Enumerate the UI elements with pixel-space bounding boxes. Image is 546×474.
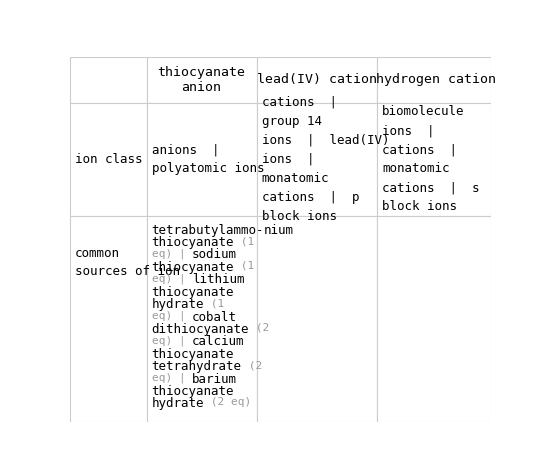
Text: thiocyanate: thiocyanate — [152, 261, 234, 274]
Bar — [377, 57, 491, 102]
Text: lithium: lithium — [192, 273, 245, 286]
Text: eq) |: eq) | — [152, 248, 192, 259]
Bar — [146, 216, 257, 422]
Text: thiocyanate: thiocyanate — [152, 286, 234, 299]
Text: (2: (2 — [249, 323, 269, 333]
Text: nium: nium — [264, 224, 294, 237]
Text: hydrogen cation: hydrogen cation — [376, 73, 496, 86]
Text: cations  |
group 14
ions  |  lead(IV)
ions  |
monatomic
cations  |  p
block ions: cations | group 14 ions | lead(IV) ions … — [262, 96, 389, 223]
Text: lead(IV) cation: lead(IV) cation — [257, 73, 377, 86]
Bar — [377, 216, 491, 422]
Bar — [70, 102, 146, 216]
Text: (2: (2 — [242, 360, 262, 370]
Text: thiocyanate: thiocyanate — [152, 236, 234, 249]
Text: sodium: sodium — [192, 248, 237, 262]
Text: calcium: calcium — [192, 336, 245, 348]
Text: (1: (1 — [234, 261, 254, 271]
Text: eq) |: eq) | — [152, 273, 192, 284]
Text: cobalt: cobalt — [192, 310, 237, 324]
Text: dithiocyanate: dithiocyanate — [152, 323, 249, 336]
Text: ion class: ion class — [75, 153, 142, 165]
Text: (1: (1 — [204, 298, 224, 308]
Text: barium: barium — [192, 373, 237, 385]
Bar — [377, 102, 491, 216]
Text: thiocyanate: thiocyanate — [152, 385, 234, 398]
Text: eq) |: eq) | — [152, 336, 192, 346]
Bar — [146, 57, 257, 102]
Text: common
sources of ion: common sources of ion — [75, 246, 180, 278]
Bar — [257, 57, 377, 102]
Bar — [70, 57, 146, 102]
Text: (2 eq): (2 eq) — [204, 397, 251, 408]
Text: tetrahydrate: tetrahydrate — [152, 360, 242, 373]
Text: eq) |: eq) | — [152, 373, 192, 383]
Text: anions  |
polyatomic ions: anions | polyatomic ions — [152, 143, 264, 175]
Text: eq) |: eq) | — [152, 310, 192, 321]
Text: tetrabutylammo-: tetrabutylammo- — [152, 224, 264, 237]
Text: biomolecule
ions  |
cations  |
monatomic
cations  |  s
block ions: biomolecule ions | cations | monatomic c… — [382, 105, 480, 213]
Bar — [257, 102, 377, 216]
Text: hydrate: hydrate — [152, 397, 204, 410]
Text: hydrate: hydrate — [152, 298, 204, 311]
Bar — [146, 102, 257, 216]
Text: thiocyanate
anion: thiocyanate anion — [158, 66, 246, 94]
Text: (1: (1 — [234, 236, 254, 246]
Bar — [70, 216, 146, 422]
Bar — [257, 216, 377, 422]
Text: thiocyanate: thiocyanate — [152, 348, 234, 361]
